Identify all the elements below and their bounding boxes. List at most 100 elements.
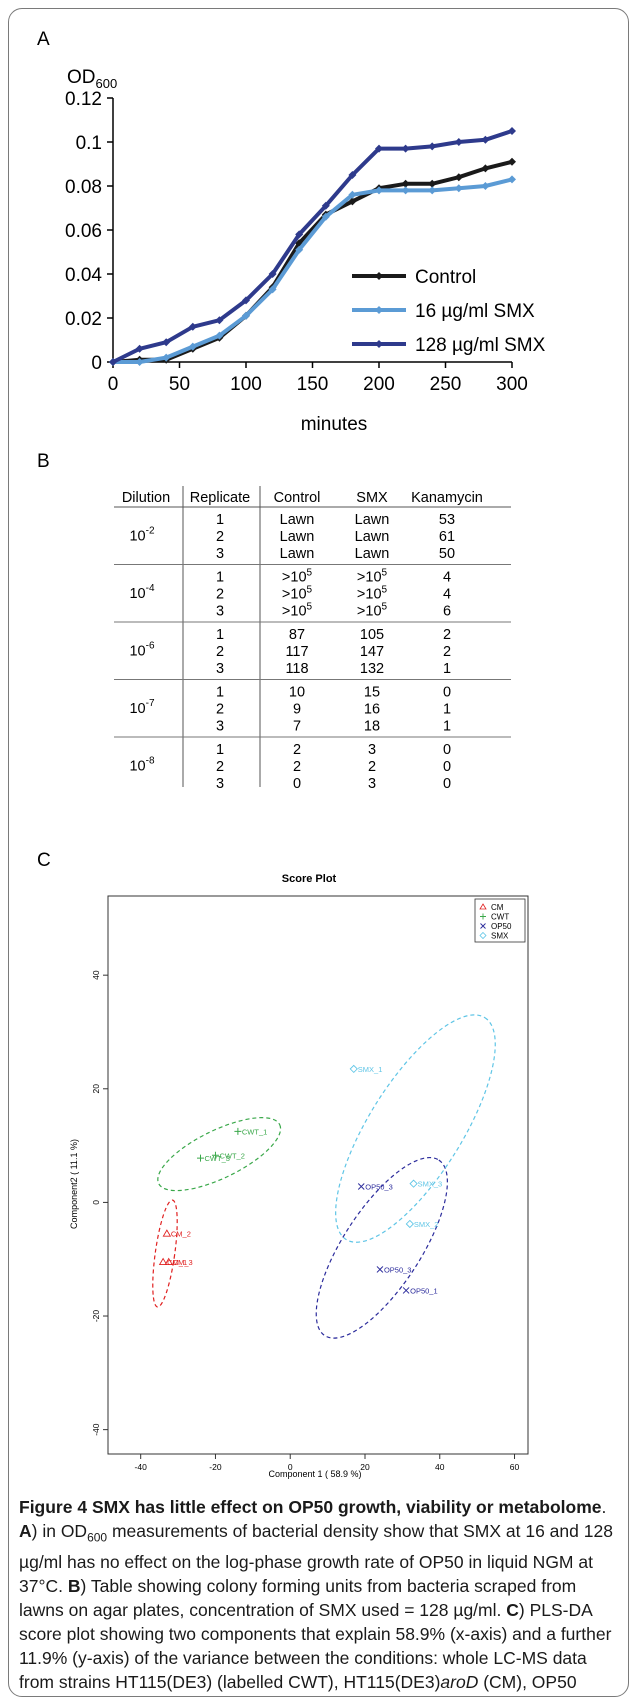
table-cell: >105 — [357, 602, 388, 620]
table-cell: 1 — [216, 627, 224, 643]
x-tick-label: 100 — [230, 374, 262, 395]
data-point — [401, 144, 410, 153]
data-point — [428, 186, 437, 195]
score-point — [405, 1219, 414, 1229]
score-y-tick-label: 40 — [91, 970, 101, 980]
data-point — [454, 138, 463, 146]
table-cell: 0 — [443, 759, 451, 775]
table-header-cell: Kanamycin — [411, 490, 483, 506]
caption-figure-label: Figure 4 — [19, 1497, 88, 1517]
data-point — [321, 201, 330, 210]
table-cell: 15 — [364, 685, 380, 701]
table-cell: >105 — [357, 568, 388, 586]
legend-label: Control — [415, 267, 476, 288]
growth-curve-chart: A OD600 0 0.02 0.04 0.06 0.08 0.1 0.12 0 50 100 15… — [37, 29, 546, 435]
table-cell: 1 — [216, 685, 224, 701]
cfu-table: B Dilution Replicate Control SMX Kanamycin10… — [37, 451, 511, 792]
data-point — [481, 135, 490, 144]
x-tick-label: 300 — [496, 374, 528, 395]
table-cell: 118 — [285, 661, 308, 677]
panel-label-c: C — [37, 850, 51, 871]
y-axis-label: OD600 — [67, 67, 117, 91]
y-tick-label: 0.04 — [65, 265, 102, 286]
data-point — [162, 353, 171, 362]
table-cell: 1 — [216, 512, 224, 528]
legend-marker — [375, 272, 383, 280]
score-x-tick-label: 0 — [288, 1462, 293, 1472]
growth-chart-legend: Control 16 µg/ml SMX 128 µg/ml SMX — [352, 267, 546, 356]
score-point — [402, 1287, 410, 1294]
table-cell: 1 — [443, 702, 451, 718]
score-y-tick-label: -20 — [91, 1310, 101, 1323]
table-cell: 6 — [443, 604, 451, 620]
x-tick-label: 50 — [169, 374, 190, 395]
y-tick-label: 0.12 — [65, 89, 102, 110]
series-line — [113, 177, 513, 364]
caption-italic-gene: aroD — [440, 1671, 479, 1692]
score-point-label: SMX_3 — [418, 1180, 443, 1189]
score-point — [211, 1151, 219, 1159]
score-y-tick-label: 20 — [91, 1084, 101, 1094]
score-point — [162, 1229, 172, 1237]
group-ellipse — [335, 1014, 496, 1243]
panel-label-a: A — [37, 29, 50, 50]
data-point — [348, 171, 357, 179]
score-point-label: SMX_2 — [414, 1220, 439, 1229]
score-point-label: CWT_2 — [219, 1151, 244, 1160]
data-point — [268, 270, 277, 278]
data-point — [242, 311, 250, 320]
score-point — [234, 1127, 242, 1135]
data-point — [454, 184, 463, 193]
data-point — [215, 331, 224, 340]
data-point — [428, 142, 437, 151]
x-tick-label: 250 — [430, 374, 462, 395]
score-x-tick-label: 40 — [435, 1462, 445, 1472]
caption-od-subscript: 600 — [87, 1530, 108, 1545]
data-point — [348, 197, 357, 206]
growth-chart-axes: 0 0.02 0.04 0.06 0.08 0.1 0.12 0 50 100 150 200 250 3… — [65, 89, 528, 395]
score-x-tick-label: 60 — [510, 1462, 520, 1472]
legend-label: 16 µg/ml SMX — [415, 301, 535, 322]
series-line — [112, 129, 513, 364]
score-x-tick-label: -40 — [135, 1462, 148, 1472]
table-cell: 53 — [439, 512, 455, 528]
data-point — [295, 245, 304, 254]
table-cell: 4 — [443, 570, 451, 586]
table-cell: 2 — [216, 644, 224, 660]
score-point-label: CWT_1 — [242, 1127, 267, 1136]
score-plot: C Score Plot -40 -20 0 20 40 60 -40 -20 0 20 40 CM… — [37, 850, 529, 1479]
caption-text-a2: measurements of bacterial density show t… — [19, 1521, 613, 1596]
data-point — [401, 179, 410, 188]
table-cell: 2 — [293, 742, 301, 758]
table-cell: Lawn — [280, 529, 315, 545]
table-cell: >105 — [282, 568, 313, 586]
score-point — [409, 1179, 418, 1188]
table-cell: 3 — [368, 776, 376, 792]
data-point — [375, 144, 383, 153]
table-cell: 117 — [285, 644, 308, 660]
group-ellipse — [157, 1117, 282, 1192]
table-cell: >105 — [282, 602, 313, 620]
legend-marker — [375, 340, 383, 348]
table-cell: 9 — [293, 702, 301, 718]
y-tick-label: 0.1 — [76, 133, 102, 154]
table-dilution-cell: 10-4 — [129, 583, 154, 602]
legend-label: CWT — [491, 913, 509, 922]
table-cell: 3 — [368, 742, 376, 758]
y-tick-label: 0.02 — [65, 309, 102, 330]
score-plot-title: Score Plot — [282, 873, 337, 885]
table-cell: 50 — [439, 546, 455, 562]
table-cell: 3 — [216, 719, 224, 735]
caption-text-c2: (CM), OP50 (OP50) and OP50 treated with … — [19, 1671, 588, 1697]
data-point — [242, 296, 250, 305]
score-point-label: CWT_3 — [205, 1154, 230, 1163]
figure-caption: Figure 4 SMX has little effect on OP50 g… — [19, 1495, 619, 1697]
table-cell: 1 — [216, 742, 224, 758]
table-cell: 1 — [443, 661, 451, 677]
growth-chart-series — [109, 127, 516, 366]
table-cell: 2 — [216, 587, 224, 603]
data-point — [135, 358, 144, 366]
data-point — [162, 338, 171, 347]
table-cell: 87 — [289, 627, 305, 643]
